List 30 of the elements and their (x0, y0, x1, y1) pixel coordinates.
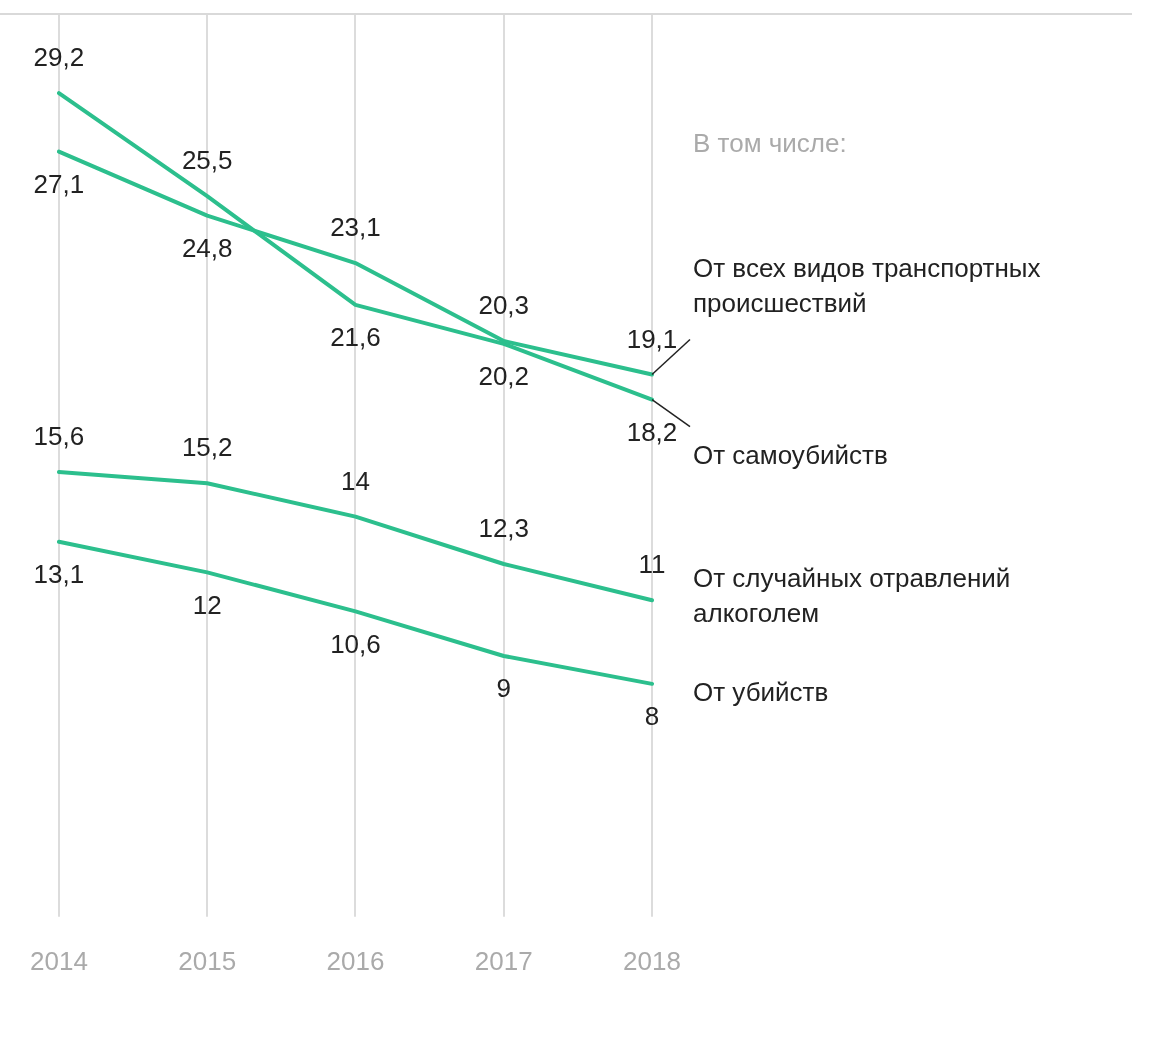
series-label: От случайных отравлений алкоголем (693, 563, 1011, 629)
data-label: 15,6 (33, 421, 85, 452)
data-label: 10,6 (330, 628, 381, 659)
data-label: 8 (644, 701, 660, 732)
annotation: В том числе: (693, 128, 847, 159)
data-label: 24,8 (181, 232, 233, 263)
data-label: 9 (496, 673, 511, 704)
data-label: 11 (638, 549, 666, 580)
data-label: 13,1 (33, 558, 85, 589)
data-label: 14 (341, 465, 370, 496)
x-tick-label: 2018 (623, 945, 681, 976)
series-label: От убийств (693, 677, 829, 708)
x-tick-label: 2017 (474, 945, 533, 976)
data-label: 20,3 (478, 290, 530, 321)
data-label: 25,5 (181, 145, 233, 176)
x-tick-label: 2016 (326, 945, 385, 976)
x-tick-label: 2014 (30, 945, 88, 976)
data-label: 19,1 (626, 323, 678, 354)
text: От самоубийств (693, 439, 888, 470)
data-label: 12,3 (478, 513, 530, 544)
data-label: 27,1 (33, 168, 85, 199)
text: От всех видов транспортных происшествий (693, 252, 1041, 318)
data-label: 15,2 (181, 432, 233, 463)
data-label: 23,1 (330, 212, 381, 243)
data-label: 21,6 (330, 322, 381, 353)
data-label: 20,2 (478, 361, 530, 392)
data-label: 12 (192, 589, 222, 620)
data-label: 29,2 (33, 42, 85, 73)
data-label: 18,2 (626, 416, 678, 447)
x-tick-label: 2015 (178, 945, 237, 976)
